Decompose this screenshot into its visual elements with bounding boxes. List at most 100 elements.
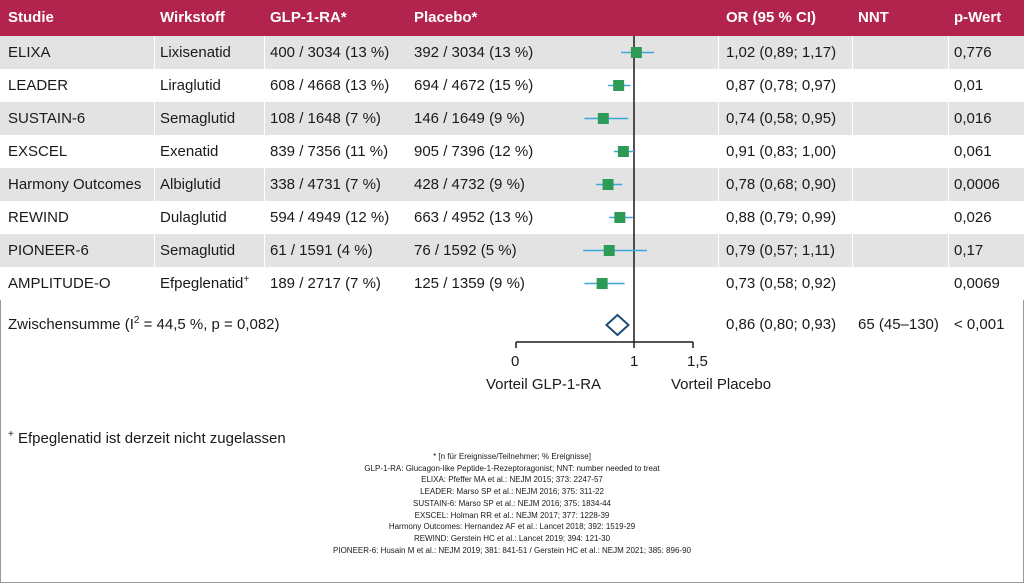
- cell-or: 0,73 (0,58; 0,92): [726, 275, 837, 292]
- header-nnt: NNT: [858, 9, 889, 26]
- header-or: OR (95 % CI): [726, 9, 817, 26]
- cell-glp1ra: 400 / 3034 (13 %): [270, 44, 390, 61]
- cell-or: 0,79 (0,57; 1,11): [726, 242, 835, 259]
- cell-wirkstoff: Lixisenatid: [160, 36, 231, 69]
- reference-line: GLP-1-RA: Glucagon-like Peptide-1-Rezept…: [364, 463, 660, 473]
- cell-placebo: 663 / 4952 (13 %): [414, 209, 534, 226]
- summary-label-sup: 2: [133, 315, 140, 326]
- cell-glp1ra: 839 / 7356 (11 %): [270, 143, 389, 160]
- column-divider: [154, 36, 155, 300]
- reference-line: LEADER: Marso SP et al.: NEJM 2016; 375:…: [420, 487, 604, 497]
- summary-label-post: = 44,5 %, p = 0,082): [139, 316, 280, 333]
- reference-line: ELIXA: Pfeffer MA et al.: NEJM 2015; 373…: [421, 475, 603, 485]
- cell-pwert: 0,016: [954, 110, 992, 127]
- point-estimate: [603, 245, 615, 256]
- table-row: REWIND Dulaglutid 594 / 4949 (12 %) 663 …: [0, 201, 1024, 234]
- header-pwert: p-Wert: [954, 9, 1002, 26]
- cell-placebo: 392 / 3034 (13 %): [414, 44, 534, 61]
- column-divider: [852, 36, 853, 300]
- cell-studie: SUSTAIN-6: [8, 110, 86, 127]
- cell-pwert: 0,0069: [954, 275, 1000, 292]
- cell-or: 0,91 (0,83; 1,00): [726, 143, 837, 160]
- cell-wirkstoff: Semaglutid: [160, 234, 235, 267]
- cell-studie: ELIXA: [8, 44, 51, 61]
- cell-pwert: 0,01: [954, 77, 984, 94]
- table-row: ELIXA Lixisenatid 400 / 3034 (13 %) 392 …: [0, 36, 1024, 69]
- cell-or: 0,74 (0,58; 0,95): [726, 110, 837, 127]
- footnote-text: Efpeglenatid ist derzeit nicht zugelasse…: [13, 430, 286, 447]
- table-row: EXSCEL Exenatid 839 / 7356 (11 %) 905 / …: [0, 135, 1024, 168]
- cell-pwert: 0,026: [954, 209, 992, 226]
- cell-wirkstoff: Dulaglutid: [160, 201, 227, 234]
- table-header: Studie Wirkstoff GLP-1-RA* Placebo* OR (…: [0, 0, 1024, 36]
- axis-label-left: Vorteil GLP-1-RA: [486, 376, 602, 393]
- cell-pwert: 0,061: [954, 143, 992, 160]
- table-row: PIONEER-6 Semaglutid 61 / 1591 (4 %) 76 …: [0, 234, 1024, 267]
- cell-studie: Harmony Outcomes: [8, 176, 142, 193]
- cell-placebo: 125 / 1359 (9 %): [414, 275, 525, 292]
- point-estimate: [602, 179, 614, 190]
- cell-studie: AMPLITUDE-O: [8, 275, 111, 292]
- cell-placebo: 694 / 4672 (15 %): [414, 77, 534, 94]
- cell-glp1ra: 108 / 1648 (7 %): [270, 110, 381, 127]
- cell-wirkstoff-text: Liraglutid: [160, 77, 221, 94]
- header-studie: Studie: [8, 9, 54, 26]
- cell-wirkstoff: Liraglutid: [160, 69, 221, 102]
- cell-glp1ra: 61 / 1591 (4 %): [270, 242, 373, 259]
- summary-or: 0,86 (0,80; 0,93): [726, 316, 837, 333]
- cell-wirkstoff-text: Exenatid: [160, 143, 219, 160]
- point-estimate: [614, 212, 626, 223]
- cell-wirkstoff: Exenatid: [160, 135, 218, 168]
- cell-studie: EXSCEL: [8, 143, 68, 160]
- cell-wirkstoff: Albiglutid: [160, 168, 221, 201]
- cell-pwert: 0,17: [954, 242, 984, 259]
- pooled-diamond: [604, 313, 630, 337]
- summary-label: Zwischensumme (I2 = 44,5 %, p = 0,082): [8, 308, 280, 341]
- cell-or: 1,02 (0,89; 1,17): [726, 44, 837, 61]
- summary-pwert: < 0,001: [954, 316, 1005, 333]
- cell-studie: LEADER: [8, 77, 69, 94]
- cell-wirkstoff-text: Semaglutid: [160, 110, 236, 127]
- cell-pwert: 0,776: [954, 44, 992, 61]
- header-placebo: Placebo*: [414, 9, 478, 26]
- cell-wirkstoff-text: Dulaglutid: [160, 209, 227, 226]
- cell-placebo: 146 / 1649 (9 %): [414, 110, 525, 127]
- cell-glp1ra: 338 / 4731 (7 %): [270, 176, 381, 193]
- wirkstoff-sup: +: [243, 274, 250, 285]
- cell-pwert: 0,0006: [954, 176, 1000, 193]
- tick-label-0: 0: [511, 353, 520, 370]
- summary-label-pre: Zwischensumme (I: [8, 316, 134, 333]
- reference-line: REWIND: Gerstein HC et al.: Lancet 2019;…: [413, 533, 611, 543]
- cell-wirkstoff: Efpeglenatid+: [160, 267, 249, 300]
- cell-studie: PIONEER-6: [8, 242, 89, 259]
- reference-line: PIONEER-6: Husain M et al.: NEJM 2019; 3…: [333, 545, 691, 555]
- point-estimate: [617, 146, 629, 157]
- table-row: Harmony Outcomes Albiglutid 338 / 4731 (…: [0, 168, 1024, 201]
- column-divider: [718, 36, 719, 300]
- summary-nnt: 65 (45–130): [858, 316, 939, 333]
- column-divider: [264, 36, 265, 300]
- summary-row: Zwischensumme (I2 = 44,5 %, p = 0,082) 0…: [0, 308, 1024, 341]
- header-wirkstoff: Wirkstoff: [160, 9, 225, 26]
- point-estimate: [597, 113, 609, 124]
- cell-or: 0,78 (0,68; 0,90): [726, 176, 837, 193]
- footnote: + Efpeglenatid ist derzeit nicht zugelas…: [8, 429, 286, 448]
- reference-line: SUSTAIN-6: Marso SP et al.: NEJM 2016; 3…: [412, 498, 612, 508]
- cell-wirkstoff: Semaglutid: [160, 102, 235, 135]
- point-estimate: [613, 80, 625, 91]
- header-glp1ra: GLP-1-RA*: [270, 9, 347, 26]
- cell-glp1ra: 189 / 2717 (7 %): [270, 275, 381, 292]
- cell-or: 0,87 (0,78; 0,97): [726, 77, 837, 94]
- reference-line: Harmony Outcomes: Hernandez AF et al.: L…: [388, 522, 636, 532]
- cell-placebo: 76 / 1592 (5 %): [414, 242, 517, 259]
- footnote-sup: +: [8, 429, 14, 440]
- tick-label-1: 1: [630, 353, 639, 370]
- axis-label-right: Vorteil Placebo: [671, 376, 772, 393]
- cell-wirkstoff-text: Semaglutid: [160, 242, 236, 259]
- references: * [n für Ereignisse/Teilnehmer; % Ereign…: [212, 451, 812, 556]
- column-divider: [948, 36, 949, 300]
- table-row: SUSTAIN-6 Semaglutid 108 / 1648 (7 %) 14…: [0, 102, 1024, 135]
- tick-label-1-5: 1,5: [687, 353, 708, 370]
- cell-placebo: 905 / 7396 (12 %): [414, 143, 534, 160]
